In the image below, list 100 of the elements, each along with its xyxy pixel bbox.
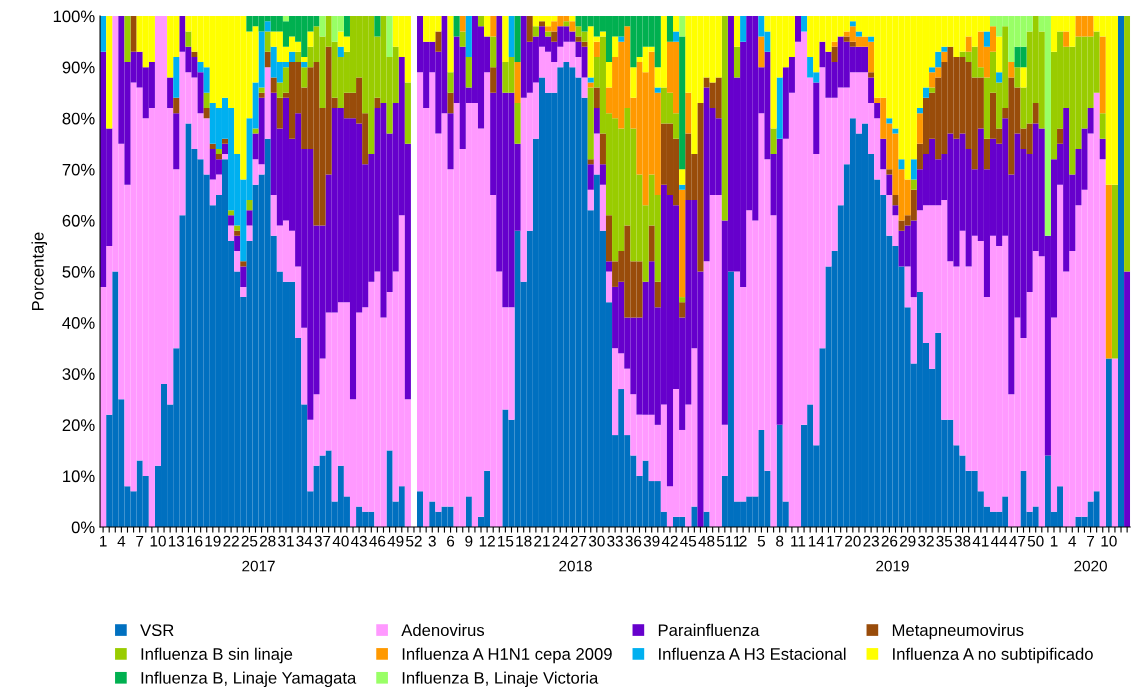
bar [264,21,271,32]
bar [587,77,594,83]
bar [185,31,192,47]
bar [941,46,948,52]
bar [813,82,820,155]
bar [886,169,893,175]
bar [343,16,350,37]
x-tick-label: 26 [881,535,898,547]
bar [983,31,990,47]
bar [465,56,472,88]
bar [1032,102,1039,124]
bar [868,36,875,42]
x-tick-label: 13 [168,535,185,547]
bar [374,16,381,37]
x-tick-label: 14 [808,535,825,547]
bar [612,36,619,57]
y-tick-label: 70% [62,163,95,176]
bar [191,51,198,57]
bar [1111,358,1118,528]
x-tick-label: 12 [479,535,495,547]
bar [1014,67,1021,88]
bar [374,97,381,109]
bar [276,97,283,129]
bar [203,108,210,119]
bar [679,169,686,185]
y-tick-label: 100% [53,10,95,23]
bar [301,67,308,88]
x-tick-label: 30 [588,535,605,547]
bar [654,87,661,93]
bar [240,286,247,298]
bar [465,16,472,57]
bar [319,16,326,37]
bar [252,128,259,134]
x-tick-label: 10 [150,535,166,547]
bar [465,496,472,528]
x-tick-label: 47 [1009,535,1026,547]
bar [228,225,235,241]
x-tick-label: 25 [241,535,258,547]
bar [886,118,893,124]
bar [587,164,594,190]
bar [490,36,497,68]
y-axis-title: Porcentaje [31,232,48,311]
bar [892,194,899,206]
bar [514,102,521,144]
bar [240,266,247,287]
legend-label: Influenza B sin linaje [141,647,293,664]
y-tick-label: 30% [62,368,95,380]
bar [221,154,229,160]
legend-label: Metapneumovirus [892,623,1024,640]
text: 2017 [242,560,275,572]
bar [599,133,606,165]
bar [929,87,936,93]
bar [246,210,253,226]
bar [868,77,875,103]
bar [532,26,539,37]
bar [630,67,637,98]
x-tick-label: 19 [205,535,221,547]
bar [490,16,497,37]
bar [648,225,655,262]
bar [526,16,533,42]
x-tick-label: 44 [990,535,1008,547]
x-tick-label: 50 [1027,535,1044,547]
bar [654,281,661,308]
bar [435,31,442,52]
bar [679,16,686,37]
bar [916,108,923,114]
y-tick-label: 80% [62,112,95,125]
bar [587,159,594,165]
bar [258,92,265,98]
legend-label: Influenza A H3 Estacional [659,647,846,660]
x-tick-label: 6 [447,535,455,547]
x-tick-label: 41 [972,535,989,547]
bar [173,56,180,98]
bar [843,36,850,42]
x-tick-label: 2 [739,535,747,547]
bar [453,16,460,37]
bar [1105,358,1112,528]
x-tick-label: 32 [918,535,934,547]
bar [1020,67,1027,88]
legend-label: Adenovirus [401,623,485,637]
x-tick-label: 35 [936,535,953,547]
bar [733,46,741,78]
legend-label: Parainfluenza [658,623,760,637]
bar [666,16,674,42]
bar [203,92,210,109]
x-tick-label: 11 [791,535,806,547]
bar [776,77,783,139]
bar [880,138,887,170]
bar [593,87,600,109]
x-tick-label: 27 [570,535,587,547]
bar [849,21,856,27]
bar [234,251,241,272]
bar [173,97,180,114]
x-tick-label: 46 [369,535,386,547]
bar [849,41,856,47]
bar [703,511,710,528]
y-tick-label: 90% [62,61,95,74]
bar [1063,31,1070,47]
x-tick-label: 21 [534,535,550,547]
bar [941,51,948,63]
